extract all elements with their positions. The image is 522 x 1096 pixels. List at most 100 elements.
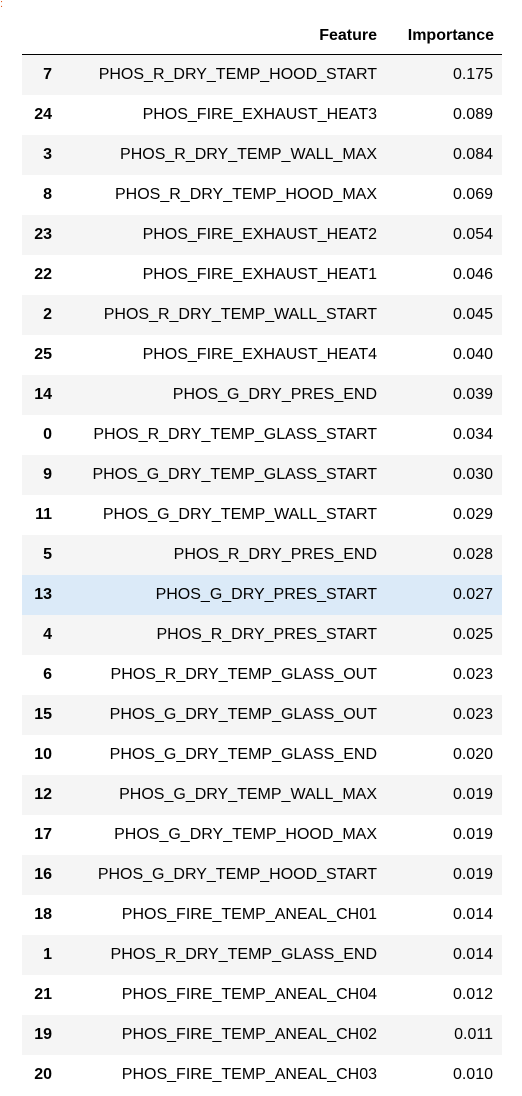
table-row[interactable]: 23 PHOS_FIRE_EXHAUST_HEAT2 0.054: [22, 214, 502, 255]
feature-cell: PHOS_FIRE_TEMP_ANEAL_CH01: [121, 905, 377, 923]
importance-cell: 0.014: [452, 945, 493, 963]
feature-cell: PHOS_FIRE_EXHAUST_HEAT2: [142, 225, 377, 243]
importance-cell: 0.010: [452, 1065, 493, 1083]
row-index: 1: [43, 945, 52, 963]
feature-cell: PHOS_FIRE_TEMP_ANEAL_CH03: [121, 1065, 377, 1083]
row-index: 12: [34, 785, 52, 803]
table-row[interactable]: 11 PHOS_G_DRY_TEMP_WALL_START 0.029: [22, 494, 502, 535]
table-row[interactable]: 18 PHOS_FIRE_TEMP_ANEAL_CH01 0.014: [22, 894, 502, 935]
row-index: 2: [43, 305, 52, 323]
feature-column-header: Feature: [60, 18, 385, 55]
feature-cell: PHOS_G_DRY_TEMP_GLASS_OUT: [109, 705, 377, 723]
row-index: 23: [34, 225, 52, 243]
row-index: 25: [34, 345, 52, 363]
importance-cell: 0.039: [452, 385, 493, 403]
row-index: 24: [34, 105, 52, 123]
row-index: 13: [34, 585, 52, 603]
table-row[interactable]: 21 PHOS_FIRE_TEMP_ANEAL_CH04 0.012: [22, 974, 502, 1015]
importance-cell: 0.020: [452, 745, 493, 763]
feature-cell: PHOS_R_DRY_TEMP_HOOD_START: [98, 65, 377, 83]
table-row[interactable]: 0 PHOS_R_DRY_TEMP_GLASS_START 0.034: [22, 414, 502, 455]
row-index: 4: [43, 625, 52, 643]
importance-cell: 0.023: [452, 665, 493, 683]
feature-cell: PHOS_FIRE_EXHAUST_HEAT3: [142, 105, 377, 123]
importance-cell: 0.012: [452, 985, 493, 1003]
table-row[interactable]: 25 PHOS_FIRE_EXHAUST_HEAT4 0.040: [22, 334, 502, 375]
importance-cell: 0.045: [452, 305, 493, 323]
importance-column-header: Importance: [385, 18, 502, 55]
table-row[interactable]: 12 PHOS_G_DRY_TEMP_WALL_MAX 0.019: [22, 774, 502, 815]
table-row[interactable]: 9 PHOS_G_DRY_TEMP_GLASS_START 0.030: [22, 454, 502, 495]
importance-cell: 0.089: [452, 105, 493, 123]
feature-cell: PHOS_R_DRY_TEMP_GLASS_END: [110, 945, 377, 963]
row-index: 16: [34, 865, 52, 883]
table-row[interactable]: 6 PHOS_R_DRY_TEMP_GLASS_OUT 0.023: [22, 654, 502, 695]
table-row[interactable]: 14 PHOS_G_DRY_PRES_END 0.039: [22, 374, 502, 415]
importance-cell: 0.027: [452, 585, 493, 603]
importance-cell: 0.069: [452, 185, 493, 203]
importance-cell: 0.029: [452, 505, 493, 523]
row-index: 19: [34, 1025, 52, 1043]
table-row[interactable]: 22 PHOS_FIRE_EXHAUST_HEAT1 0.046: [22, 254, 502, 295]
feature-cell: PHOS_G_DRY_TEMP_WALL_START: [102, 505, 377, 523]
row-index: 20: [34, 1065, 52, 1083]
row-index: 6: [43, 665, 52, 683]
row-index: 10: [34, 745, 52, 763]
row-index: 22: [34, 265, 52, 283]
row-index: 5: [43, 545, 52, 563]
feature-cell: PHOS_R_DRY_TEMP_WALL_START: [103, 305, 377, 323]
row-index: 0: [43, 425, 52, 443]
row-index: 18: [34, 905, 52, 923]
table-row[interactable]: 5 PHOS_R_DRY_PRES_END 0.028: [22, 534, 502, 575]
feature-importance-table: Feature Importance 7 PHOS_R_DRY_TEMP_HOOD…: [22, 18, 502, 1095]
importance-cell: 0.028: [452, 545, 493, 563]
importance-cell: 0.040: [452, 345, 493, 363]
table-row[interactable]: 20 PHOS_FIRE_TEMP_ANEAL_CH03 0.010: [22, 1054, 502, 1095]
table-row[interactable]: 16 PHOS_G_DRY_TEMP_HOOD_START 0.019: [22, 854, 502, 895]
importance-cell: 0.054: [452, 225, 493, 243]
row-index: 3: [43, 145, 52, 163]
importance-cell: 0.175: [452, 65, 493, 83]
importance-cell: 0.019: [452, 785, 493, 803]
feature-cell: PHOS_R_DRY_PRES_END: [173, 545, 377, 563]
row-index: 15: [34, 705, 52, 723]
feature-cell: PHOS_FIRE_EXHAUST_HEAT4: [142, 345, 377, 363]
importance-cell: 0.014: [452, 905, 493, 923]
table-row[interactable]: 15 PHOS_G_DRY_TEMP_GLASS_OUT 0.023: [22, 694, 502, 735]
header-row: Feature Importance: [22, 18, 502, 55]
feature-cell: PHOS_G_DRY_TEMP_GLASS_START: [92, 465, 377, 483]
table-row[interactable]: 4 PHOS_R_DRY_PRES_START 0.025: [22, 614, 502, 655]
importance-cell: 0.019: [452, 825, 493, 843]
feature-cell: PHOS_G_DRY_PRES_END: [172, 385, 377, 403]
importance-cell: 0.030: [452, 465, 493, 483]
feature-cell: PHOS_FIRE_TEMP_ANEAL_CH04: [121, 985, 377, 1003]
importance-cell: 0.011: [454, 1025, 493, 1043]
table-row[interactable]: 1 PHOS_R_DRY_TEMP_GLASS_END 0.014: [22, 934, 502, 975]
table-row[interactable]: 13 PHOS_G_DRY_PRES_START 0.027: [22, 574, 502, 615]
feature-cell: PHOS_G_DRY_TEMP_HOOD_START: [97, 865, 377, 883]
importance-cell: 0.023: [452, 705, 493, 723]
feature-cell: PHOS_R_DRY_PRES_START: [156, 625, 377, 643]
feature-cell: PHOS_R_DRY_TEMP_GLASS_OUT: [110, 665, 377, 683]
row-index: 11: [35, 505, 52, 523]
feature-cell: PHOS_G_DRY_TEMP_WALL_MAX: [119, 785, 377, 803]
table-row[interactable]: 10 PHOS_G_DRY_TEMP_GLASS_END 0.020: [22, 734, 502, 775]
feature-cell: PHOS_FIRE_EXHAUST_HEAT1: [142, 265, 377, 283]
row-index: 7: [43, 65, 52, 83]
feature-cell: PHOS_R_DRY_TEMP_WALL_MAX: [120, 145, 377, 163]
importance-cell: 0.019: [452, 865, 493, 883]
row-index: 17: [34, 825, 52, 843]
row-index: 14: [34, 385, 52, 403]
table-row[interactable]: 8 PHOS_R_DRY_TEMP_HOOD_MAX 0.069: [22, 174, 502, 215]
feature-cell: PHOS_R_DRY_TEMP_HOOD_MAX: [115, 185, 377, 203]
feature-cell: PHOS_G_DRY_PRES_START: [155, 585, 377, 603]
row-index: 9: [43, 465, 52, 483]
table-row[interactable]: 2 PHOS_R_DRY_TEMP_WALL_START 0.045: [22, 294, 502, 335]
table-row[interactable]: 19 PHOS_FIRE_TEMP_ANEAL_CH02 0.011: [22, 1014, 502, 1055]
feature-cell: PHOS_R_DRY_TEMP_GLASS_START: [93, 425, 377, 443]
table-row[interactable]: 24 PHOS_FIRE_EXHAUST_HEAT3 0.089: [22, 94, 502, 135]
table-row[interactable]: 3 PHOS_R_DRY_TEMP_WALL_MAX 0.084: [22, 134, 502, 175]
importance-cell: 0.046: [452, 265, 493, 283]
table-row[interactable]: 17 PHOS_G_DRY_TEMP_HOOD_MAX 0.019: [22, 814, 502, 855]
table-row[interactable]: 7 PHOS_R_DRY_TEMP_HOOD_START 0.175: [22, 54, 502, 95]
